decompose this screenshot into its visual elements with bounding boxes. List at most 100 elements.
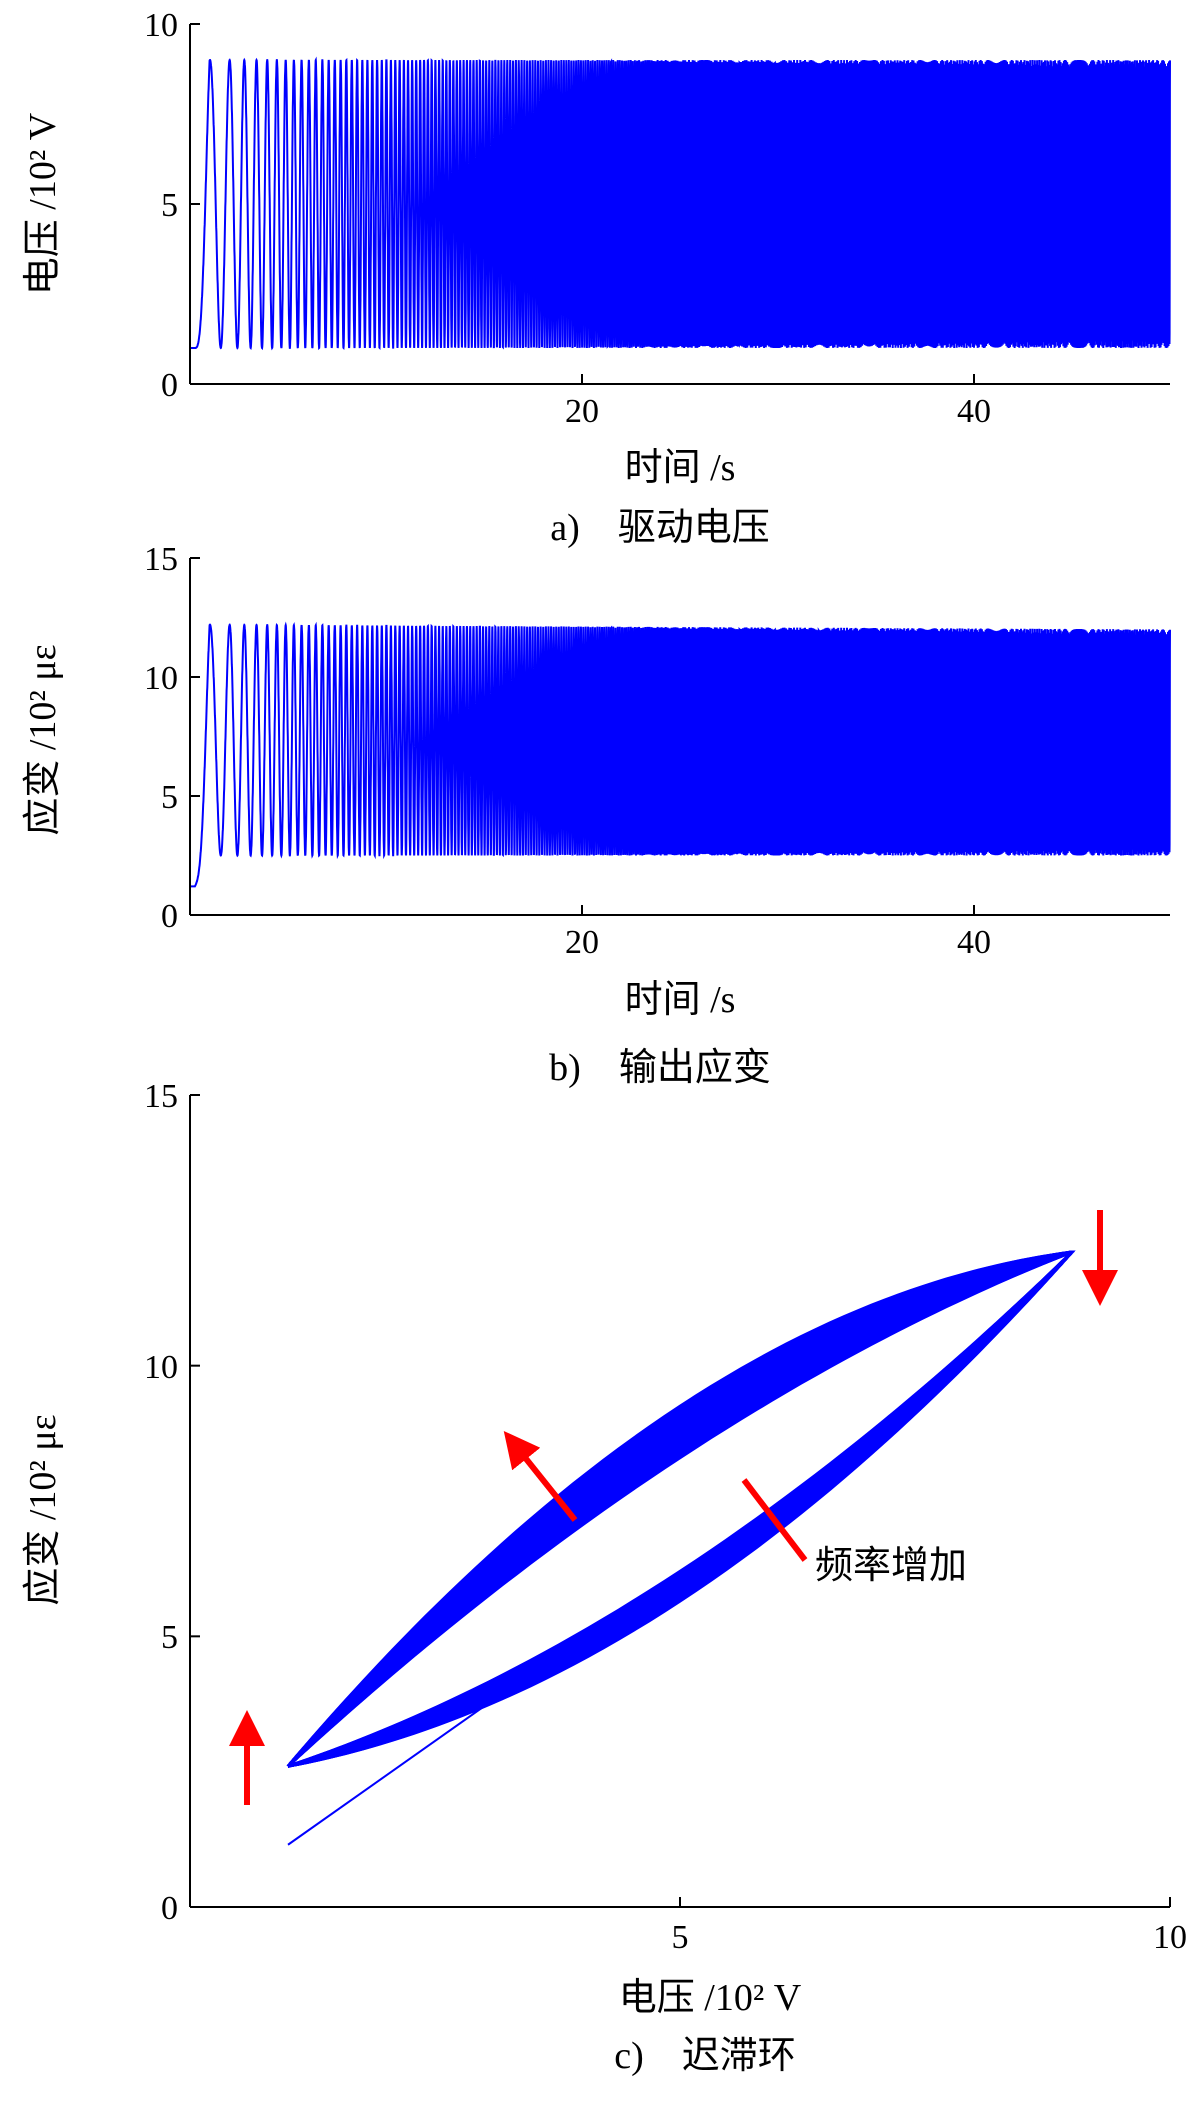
- panel-b-xtick-label: 40: [957, 924, 991, 961]
- hysteresis-loop-line: [286, 1250, 1074, 1768]
- hysteresis-loop-line: [286, 1250, 1074, 1768]
- hysteresis-loop-line: [286, 1250, 1074, 1768]
- hysteresis-loop-line: [286, 1250, 1074, 1768]
- panel-b-ytick-label: 10: [144, 660, 178, 697]
- panel-b-ytick-label: 15: [144, 541, 178, 578]
- hysteresis-loop-line: [286, 1250, 1074, 1768]
- panel-a-xtick-label: 40: [957, 393, 991, 430]
- hysteresis-loop-line: [286, 1250, 1076, 1768]
- hysteresis-loop-line: [286, 1250, 1074, 1768]
- hysteresis-loop-line: [286, 1250, 1074, 1768]
- hysteresis-loop-line: [286, 1250, 1074, 1768]
- hysteresis-loop-line: [286, 1250, 1074, 1768]
- hysteresis-loop-line: [286, 1250, 1074, 1768]
- hysteresis-loop-line: [286, 1250, 1074, 1768]
- panel-a-ytick-label: 10: [144, 7, 178, 44]
- panel-a-x-axis-label: 时间 /s: [625, 447, 736, 489]
- panel-c-plot-area: [286, 1250, 1076, 1846]
- hysteresis-loop-line: [286, 1250, 1074, 1768]
- panel-c-y-axis-label: 应变 /10² με: [22, 1414, 64, 1605]
- hysteresis-loop-line: [286, 1250, 1076, 1768]
- hysteresis-loop-line: [286, 1250, 1076, 1768]
- hysteresis-loop-line: [286, 1250, 1076, 1768]
- panel-c-ytick-label: 5: [161, 1619, 178, 1656]
- hysteresis-loop-line: [286, 1250, 1074, 1768]
- hysteresis-loop-line: [286, 1250, 1076, 1768]
- panel-b-plot-area: [190, 621, 1171, 888]
- hysteresis-loop-line: [286, 1250, 1074, 1768]
- hysteresis-loop-line: [286, 1250, 1074, 1768]
- hysteresis-loop-line: [286, 1250, 1074, 1768]
- hysteresis-loop-line: [286, 1250, 1076, 1768]
- hysteresis-loop-line: [286, 1250, 1074, 1768]
- panel-b-xtick-label: 20: [565, 924, 599, 961]
- hysteresis-loop-line: [286, 1250, 1076, 1768]
- panel-a-y-axis-label: 电压 /10² V: [22, 112, 64, 295]
- frequency-increase-annotation: 频率增加: [815, 1545, 967, 1587]
- panel-c-ticks: [190, 1094, 1171, 1908]
- hysteresis-loop-line: [286, 1250, 1074, 1768]
- panel-b-ticks: [190, 557, 975, 916]
- hysteresis-loop-line: [286, 1250, 1074, 1768]
- hysteresis-loop-line: [286, 1250, 1076, 1768]
- panel-a-signal-line: [190, 56, 1171, 351]
- hysteresis-loop-line: [286, 1250, 1074, 1768]
- panel-b-caption: b) 输出应变: [549, 1047, 771, 1089]
- annotation-pointer-line: [741, 1478, 808, 1562]
- panel-a-drive-voltage: 0 5 10 20 40 时间 /s 电压 /10² V a) 驱动电压: [22, 7, 1171, 549]
- hysteresis-loop-line: [286, 1250, 1074, 1768]
- hysteresis-loop-line: [286, 1250, 1074, 1768]
- hysteresis-loop-line: [286, 1250, 1074, 1768]
- hysteresis-loop-line: [286, 1250, 1074, 1768]
- hysteresis-loop-line: [286, 1250, 1076, 1768]
- arrow-up-left-icon: [503, 1430, 578, 1522]
- hysteresis-loop-line: [286, 1250, 1076, 1768]
- panel-b-ytick-label: 5: [161, 779, 178, 816]
- hysteresis-loop-line: [286, 1250, 1074, 1768]
- hysteresis-loop-line: [286, 1250, 1074, 1768]
- hysteresis-loop-line: [286, 1250, 1074, 1768]
- panel-a-xtick-label: 20: [565, 393, 599, 430]
- panel-c-xtick-label: 5: [672, 1919, 689, 1956]
- panel-a-ytick-label: 5: [161, 187, 178, 224]
- hysteresis-loop-line: [286, 1250, 1076, 1768]
- panel-c-hysteresis-loop: 0 5 10 15 5 10 电压 /10² V 应变 /10² με c) 迟…: [22, 1078, 1187, 2077]
- hysteresis-loop-line: [286, 1250, 1074, 1768]
- hysteresis-loop-line: [286, 1250, 1074, 1768]
- hysteresis-loop-line: [286, 1250, 1076, 1768]
- hysteresis-loop-line: [286, 1250, 1074, 1768]
- panel-c-ytick-label: 0: [161, 1890, 178, 1927]
- hysteresis-loop-line: [286, 1250, 1074, 1768]
- hysteresis-loop-line: [286, 1250, 1074, 1768]
- panel-a-ticks: [190, 23, 975, 385]
- panel-b-x-axis-label: 时间 /s: [625, 979, 736, 1021]
- panel-a-plot-area: [190, 56, 1171, 351]
- panel-c-x-axis-label: 电压 /10² V: [619, 1977, 802, 2019]
- hysteresis-loop-line: [286, 1250, 1076, 1768]
- hysteresis-loop-line: [286, 1250, 1074, 1768]
- hysteresis-loop-line: [286, 1250, 1076, 1768]
- panel-b-ytick-label: 0: [161, 898, 178, 935]
- hysteresis-loop-line: [286, 1250, 1076, 1768]
- panel-b-output-strain: 0 5 10 15 20 40 时间 /s 应变 /10² με b) 输出应变: [22, 541, 1171, 1089]
- hysteresis-loop-line: [286, 1250, 1074, 1768]
- panel-c-xtick-label: 10: [1153, 1919, 1187, 1956]
- hysteresis-loop-line: [286, 1250, 1074, 1768]
- panel-a-caption: a) 驱动电压: [550, 507, 770, 549]
- hysteresis-loop-line: [286, 1250, 1074, 1768]
- panel-c-ytick-label: 10: [144, 1349, 178, 1386]
- hysteresis-loop-line: [286, 1250, 1074, 1768]
- hysteresis-loop-line: [286, 1250, 1076, 1768]
- hysteresis-loop-line: [286, 1250, 1074, 1768]
- panel-c-caption: c) 迟滞环: [614, 2035, 796, 2077]
- hysteresis-loop-line: [286, 1250, 1074, 1768]
- panel-c-ytick-label: 15: [144, 1078, 178, 1115]
- hysteresis-loop-line: [286, 1250, 1074, 1768]
- hysteresis-loop-line: [286, 1250, 1076, 1768]
- panel-b-signal-line: [190, 621, 1171, 888]
- panel-b-y-axis-label: 应变 /10² με: [22, 644, 64, 835]
- panel-a-ytick-label: 0: [161, 367, 178, 404]
- hysteresis-loop-line: [286, 1250, 1076, 1768]
